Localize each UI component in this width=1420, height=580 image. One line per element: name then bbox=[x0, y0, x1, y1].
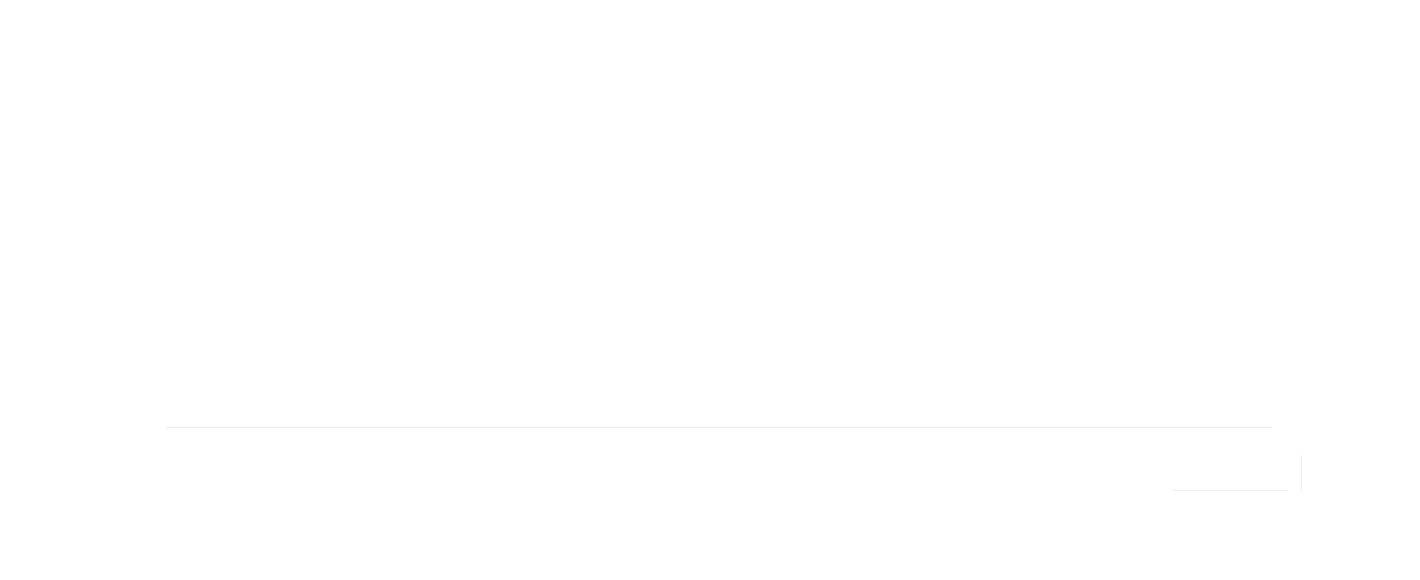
horizontal-divider bbox=[166, 427, 1272, 428]
blank-content-area bbox=[166, 0, 1272, 428]
footer-input-field[interactable] bbox=[1172, 455, 1302, 491]
footer-control-underline bbox=[1172, 490, 1288, 491]
